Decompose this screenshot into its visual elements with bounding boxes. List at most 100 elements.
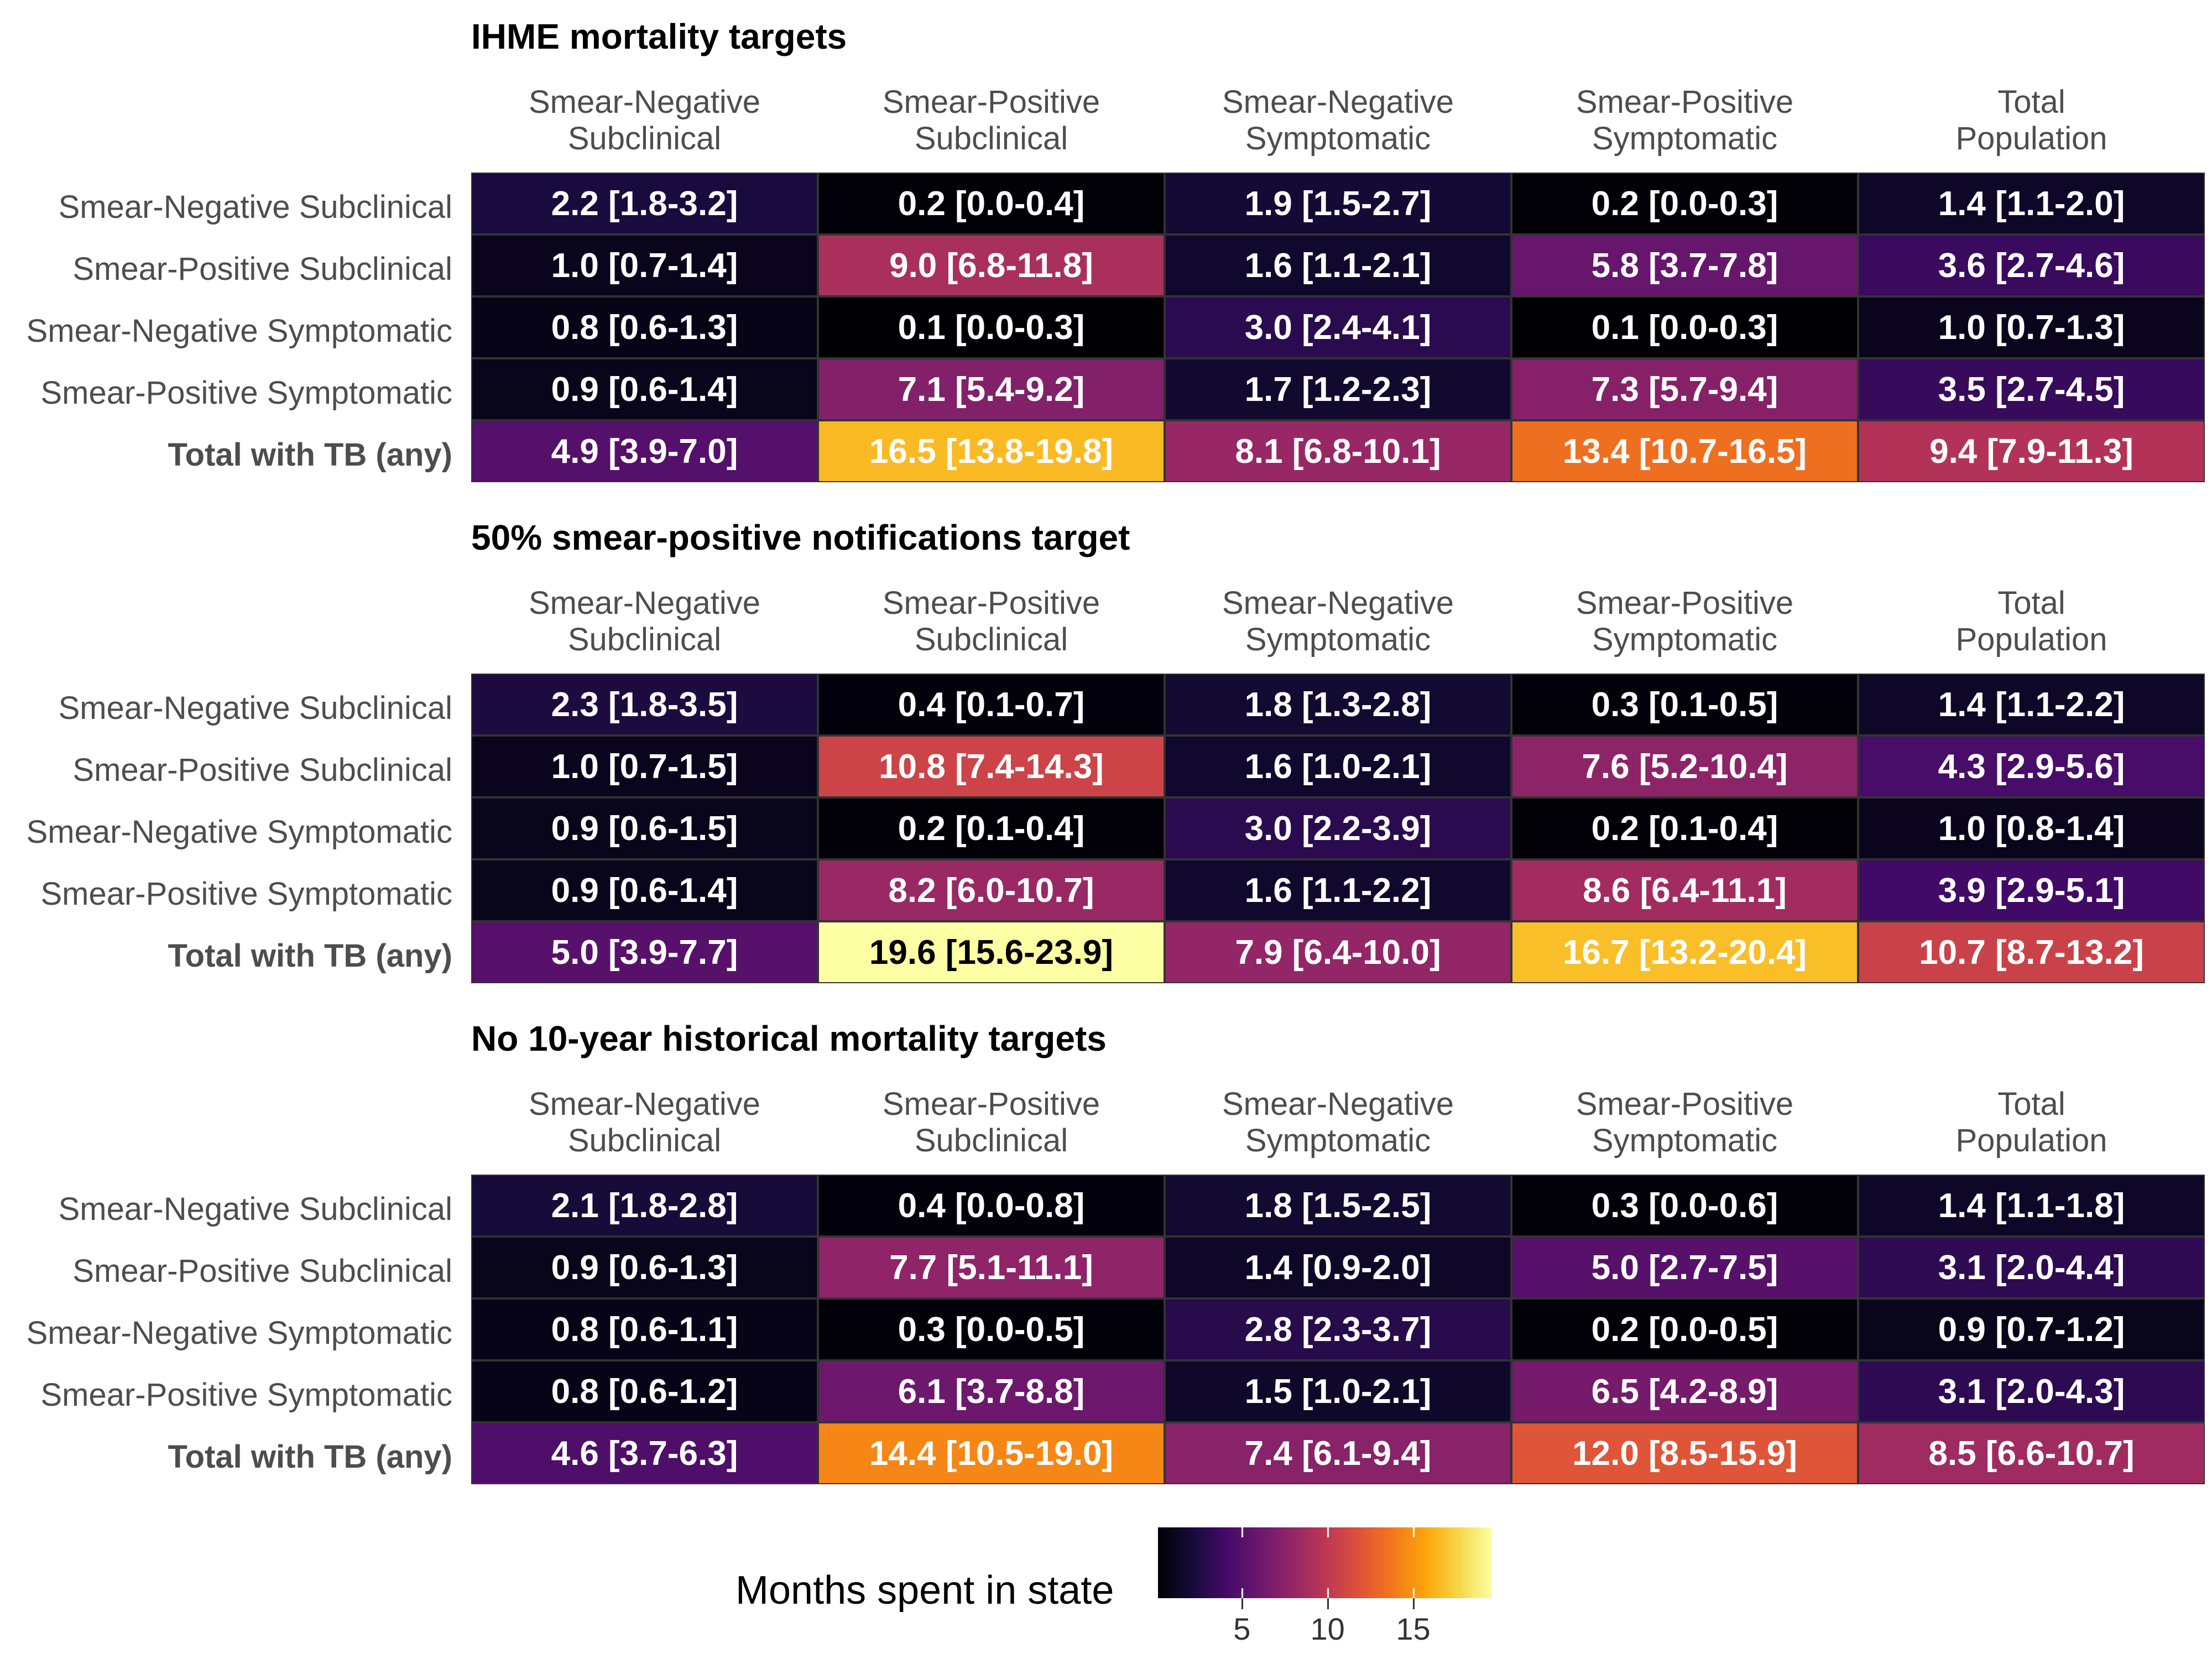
colorbar-tick-label: 15 — [1396, 1611, 1431, 1646]
heatmap-cell: 0.8 [0.6-1.3] — [471, 296, 818, 358]
heatmap-cell: 0.2 [0.1-0.4] — [818, 797, 1165, 859]
heatmap-cell: 0.3 [0.0-0.5] — [818, 1298, 1165, 1360]
colorbar — [1158, 1527, 1492, 1598]
heatmap-cell: 1.6 [1.1-2.2] — [1165, 859, 1511, 921]
heatmap-cell: 0.9 [0.7-1.2] — [1858, 1298, 2205, 1360]
heatmap-cell: 7.9 [6.4-10.0] — [1165, 921, 1511, 983]
heatmap-cell: 7.3 [5.7-9.4] — [1511, 358, 1858, 420]
heatmap-cell: 8.6 [6.4-11.1] — [1511, 859, 1858, 921]
heatmap-cell: 1.4 [1.1-2.2] — [1858, 674, 2205, 735]
heatmap-cell: 6.1 [3.7-8.8] — [818, 1360, 1165, 1422]
heatmap-cell: 4.3 [2.9-5.6] — [1858, 735, 2205, 797]
heatmap-cell: 8.2 [6.0-10.7] — [818, 859, 1165, 921]
heatmap-cell: 0.4 [0.1-0.7] — [818, 674, 1165, 735]
heatmap-cell: 0.4 [0.0-0.8] — [818, 1175, 1165, 1237]
heatmap-cell: 1.5 [1.0-2.1] — [1165, 1360, 1511, 1422]
heatmap-cell: 1.6 [1.0-2.1] — [1165, 735, 1511, 797]
heatmap-cell: 0.2 [0.0-0.4] — [818, 173, 1165, 234]
legend-title: Months spent in state — [735, 1568, 1114, 1613]
heatmap-cell: 1.0 [0.7-1.5] — [471, 735, 818, 797]
panel-title: No 10-year historical mortality targets — [471, 1019, 1107, 1058]
heatmap-cell: 14.4 [10.5-19.0] — [818, 1422, 1165, 1484]
column-header: Smear-Positive Subclinical — [882, 84, 1100, 156]
heatmap-cell: 0.9 [0.6-1.4] — [471, 859, 818, 921]
column-header: Smear-Negative Symptomatic — [1222, 585, 1454, 658]
heatmap-cell: 0.8 [0.6-1.1] — [471, 1298, 818, 1360]
column-header: Smear-Negative Subclinical — [528, 84, 761, 156]
heatmap-cell: 1.9 [1.5-2.7] — [1165, 173, 1511, 234]
row-label-smear-negative-symptomatic: Smear-Negative Symptomatic — [26, 313, 452, 349]
heatmap-cell: 0.9 [0.6-1.5] — [471, 797, 818, 859]
row-label-smear-positive-symptomatic: Smear-Positive Symptomatic — [40, 876, 452, 912]
heatmap-cell: 3.1 [2.0-4.3] — [1858, 1360, 2205, 1422]
heatmap-cell: 0.1 [0.0-0.3] — [818, 296, 1165, 358]
heatmap-cell: 3.6 [2.7-4.6] — [1858, 234, 2205, 296]
column-header: Total Population — [1955, 84, 2107, 156]
colorbar-tick-label: 5 — [1233, 1611, 1251, 1646]
heatmap-cell: 1.8 [1.5-2.5] — [1165, 1175, 1511, 1237]
heatmap-cell: 2.3 [1.8-3.5] — [471, 674, 818, 735]
heatmap-cell: 8.5 [6.6-10.7] — [1858, 1422, 2205, 1484]
heatmap-cell: 1.8 [1.3-2.8] — [1165, 674, 1511, 735]
heatmap-cell: 2.8 [2.3-3.7] — [1165, 1298, 1511, 1360]
heatmap-cell: 0.1 [0.0-0.3] — [1511, 296, 1858, 358]
heatmap-cell: 1.0 [0.8-1.4] — [1858, 797, 2205, 859]
heatmap-cell: 7.1 [5.4-9.2] — [818, 358, 1165, 420]
colorbar-tick-mark — [1412, 1598, 1415, 1609]
row-label-smear-positive-symptomatic: Smear-Positive Symptomatic — [40, 375, 452, 411]
row-label-total-with-tb-any: Total with TB (any) — [168, 437, 452, 473]
heatmap-cell: 3.9 [2.9-5.1] — [1858, 859, 2205, 921]
row-label-smear-positive-subclinical: Smear-Positive Subclinical — [72, 752, 452, 788]
heatmap-cell: 0.2 [0.0-0.3] — [1511, 173, 1858, 234]
row-label-smear-negative-subclinical: Smear-Negative Subclinical — [58, 189, 452, 225]
heatmap-cell: 10.7 [8.7-13.2] — [1858, 921, 2205, 983]
heatmap-cell: 0.8 [0.6-1.2] — [471, 1360, 818, 1422]
column-header: Smear-Positive Symptomatic — [1575, 84, 1794, 156]
heatmap-cell: 13.4 [10.7-16.5] — [1511, 420, 1858, 482]
row-label-smear-negative-symptomatic: Smear-Negative Symptomatic — [26, 814, 452, 850]
heatmap-cell: 1.7 [1.2-2.3] — [1165, 358, 1511, 420]
column-header: Smear-Negative Subclinical — [528, 585, 761, 658]
heatmap-cell: 9.4 [7.9-11.3] — [1858, 420, 2205, 482]
heatmap-cell: 16.7 [13.2-20.4] — [1511, 921, 1858, 983]
heatmap-cell: 7.7 [5.1-11.1] — [818, 1237, 1165, 1298]
column-header: Smear-Negative Symptomatic — [1222, 1086, 1454, 1159]
heatmap-cell: 1.0 [0.7-1.3] — [1858, 296, 2205, 358]
column-header: Smear-Positive Symptomatic — [1575, 1086, 1794, 1159]
heatmap-cell: 1.4 [1.1-2.0] — [1858, 173, 2205, 234]
heatmap-cell: 0.9 [0.6-1.3] — [471, 1237, 818, 1298]
row-label-smear-positive-symptomatic: Smear-Positive Symptomatic — [40, 1377, 452, 1413]
row-label-smear-positive-subclinical: Smear-Positive Subclinical — [72, 1253, 452, 1289]
heatmap-cell: 4.9 [3.9-7.0] — [471, 420, 818, 482]
heatmap-cell: 2.1 [1.8-2.8] — [471, 1175, 818, 1237]
column-header: Smear-Negative Subclinical — [528, 1086, 761, 1159]
heatmap-cell: 0.9 [0.6-1.4] — [471, 358, 818, 420]
heatmap-cell: 8.1 [6.8-10.1] — [1165, 420, 1511, 482]
heatmap-cell: 3.5 [2.7-4.5] — [1858, 358, 2205, 420]
column-header: Smear-Positive Symptomatic — [1575, 585, 1794, 658]
row-label-smear-negative-subclinical: Smear-Negative Subclinical — [58, 690, 452, 726]
heatmap-cell: 6.5 [4.2-8.9] — [1511, 1360, 1858, 1422]
column-header: Total Population — [1955, 585, 2107, 658]
row-label-total-with-tb-any: Total with TB (any) — [168, 1439, 452, 1475]
row-label-total-with-tb-any: Total with TB (any) — [168, 938, 452, 974]
heatmap-cell: 1.4 [0.9-2.0] — [1165, 1237, 1511, 1298]
heatmap-cell: 3.0 [2.2-3.9] — [1165, 797, 1511, 859]
row-label-smear-positive-subclinical: Smear-Positive Subclinical — [72, 251, 452, 287]
column-header: Smear-Positive Subclinical — [882, 585, 1100, 658]
heatmap-cell: 10.8 [7.4-14.3] — [818, 735, 1165, 797]
heatmap-cell: 1.6 [1.1-2.1] — [1165, 234, 1511, 296]
heatmap-cell: 0.3 [0.1-0.5] — [1511, 674, 1858, 735]
heatmap-cell: 5.0 [3.9-7.7] — [471, 921, 818, 983]
heatmap-cell: 16.5 [13.8-19.8] — [818, 420, 1165, 482]
heatmap-cell: 3.1 [2.0-4.4] — [1858, 1237, 2205, 1298]
colorbar-tick-mark — [1327, 1598, 1329, 1609]
heatmap-cell: 7.6 [5.2-10.4] — [1511, 735, 1858, 797]
heatmap-cell: 4.6 [3.7-6.3] — [471, 1422, 818, 1484]
row-label-smear-negative-subclinical: Smear-Negative Subclinical — [58, 1191, 452, 1227]
column-header: Smear-Positive Subclinical — [882, 1086, 1100, 1159]
heatmap-cell: 19.6 [15.6-23.9] — [818, 921, 1165, 983]
heatmap-cell: 7.4 [6.1-9.4] — [1165, 1422, 1511, 1484]
heatmap-cell: 0.2 [0.1-0.4] — [1511, 797, 1858, 859]
heatmap-cell: 1.4 [1.1-1.8] — [1858, 1175, 2205, 1237]
